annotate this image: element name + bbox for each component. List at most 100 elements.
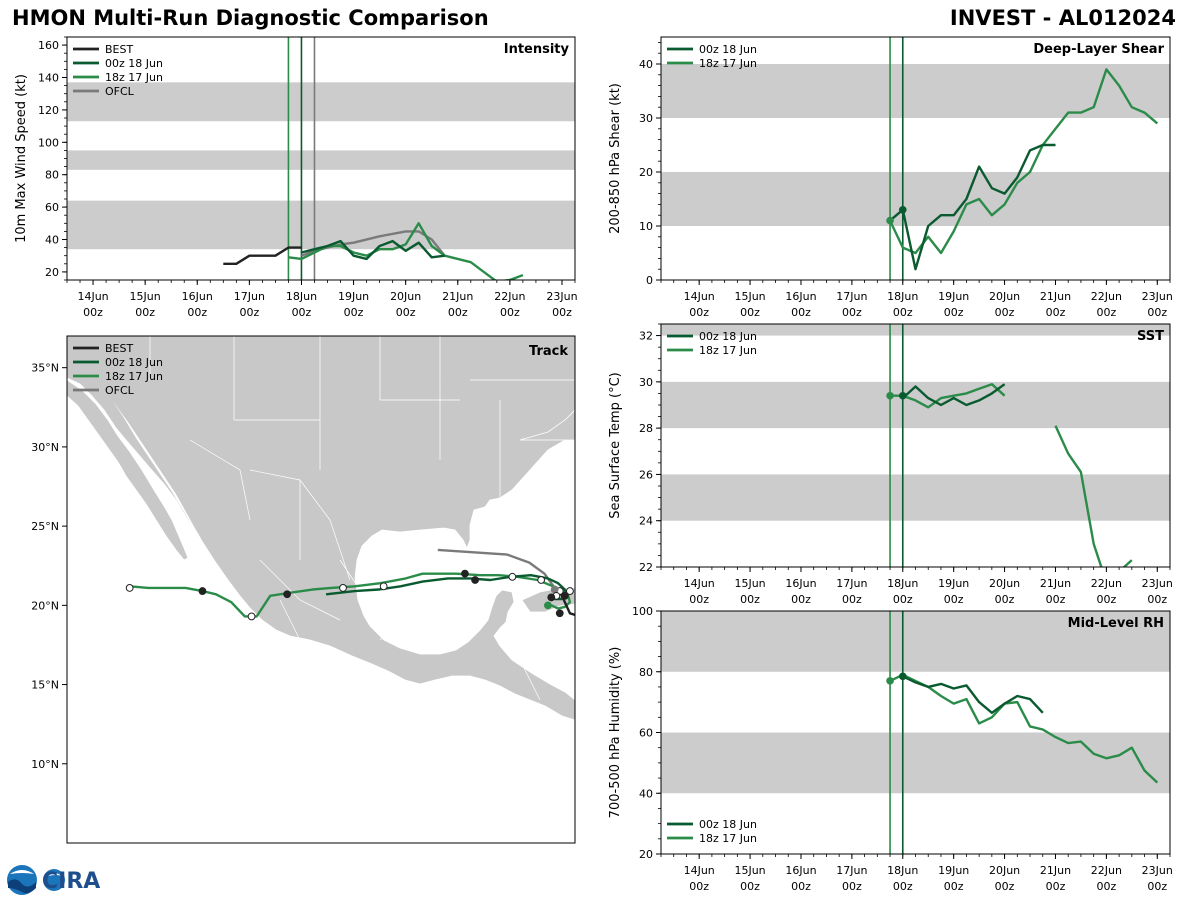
sst-xtick-hour: 00z xyxy=(893,593,913,606)
track-point-3 xyxy=(283,590,292,599)
shear-xtick-hour: 00z xyxy=(893,306,913,319)
track-point-8 xyxy=(508,572,517,581)
sst-xtick-hour: 00z xyxy=(791,593,811,606)
rh-xtick-day: 17Jun xyxy=(836,864,867,877)
intensity-ytick-label: 80 xyxy=(45,169,59,182)
intensity-legend-label: 18z 17 Jun xyxy=(105,71,163,84)
shear-xtick-day: 18Jun xyxy=(887,290,918,303)
sst-ytick-label: 30 xyxy=(639,376,653,389)
intensity-band-0 xyxy=(67,200,575,250)
intensity-bands xyxy=(67,82,575,250)
intensity-xtick-hour: 00z xyxy=(500,306,520,319)
rh-band-0 xyxy=(661,732,1170,794)
shear-xtick-day: 22Jun xyxy=(1091,290,1122,303)
track-point-6 xyxy=(461,569,469,578)
sst-xtick-hour: 00z xyxy=(995,593,1015,606)
rh-xtick-hour: 00z xyxy=(1147,880,1167,893)
intensity-xtick-day: 15Jun xyxy=(130,290,161,303)
rh-ytick-label: 80 xyxy=(639,666,653,679)
shear-xtick-day: 17Jun xyxy=(836,290,867,303)
intensity-panel: 20 40 60 80 100 120 140 160 14Jun 00z 15Jun 00z 16Ju… xyxy=(14,36,578,319)
sst-plot-area xyxy=(661,324,1170,567)
sst-legend-label: 00z 18 Jun xyxy=(699,330,757,343)
rh-panel: 20 40 60 80 100 14Jun 00z 15Jun 00z 16Jun 00z 17Jun… xyxy=(608,605,1173,893)
sst-xtick-day: 19Jun xyxy=(938,577,969,590)
track-title: Track xyxy=(529,344,568,359)
track-ytick-label: 35°N xyxy=(31,362,59,375)
land-north-america xyxy=(67,336,575,721)
rh-xtick-day: 23Jun xyxy=(1142,864,1173,877)
track-point-15 xyxy=(544,601,552,610)
sst-xtick-hour: 00z xyxy=(842,593,862,606)
sst-series-line-1 xyxy=(1054,425,1133,567)
rh-ylabel: 700-500 hPa Humidity (%) xyxy=(608,647,623,819)
cira-logo: CIRA xyxy=(7,865,100,895)
shear-xtick-hour: 00z xyxy=(944,306,964,319)
intensity-xtick-day: 14Jun xyxy=(77,290,108,303)
track-ytick-label: 30°N xyxy=(31,441,59,454)
sst-ytick-label: 32 xyxy=(639,330,653,343)
sst-series-line-2 xyxy=(901,383,1006,407)
track-ytick-label: 25°N xyxy=(31,520,59,533)
intensity-xtick-hour: 00z xyxy=(448,306,468,319)
track-point-14 xyxy=(547,593,556,602)
intensity-ytick-label: 140 xyxy=(38,72,59,85)
sst-band-1 xyxy=(661,381,1170,429)
track-legend-label: 18z 17 Jun xyxy=(105,370,163,383)
shear-xtick-hour: 00z xyxy=(740,306,760,319)
track-legend-label: OFCL xyxy=(105,384,135,397)
intensity-xtick-day: 21Jun xyxy=(442,290,473,303)
shear-xtick-day: 16Jun xyxy=(785,290,816,303)
intensity-xtick-day: 18Jun xyxy=(286,290,317,303)
shear-legend-label: 00z 18 Jun xyxy=(699,43,757,56)
intensity-band-1 xyxy=(67,150,575,170)
track-point-17 xyxy=(555,609,564,618)
track-map-land xyxy=(67,336,575,721)
rh-xtick-hour: 00z xyxy=(1046,880,1066,893)
shear-series xyxy=(888,68,1159,271)
rh-xtick-hour: 00z xyxy=(740,880,760,893)
rh-band-1 xyxy=(661,611,1170,672)
intensity-xtick-day: 20Jun xyxy=(390,290,421,303)
intensity-xtick-hour: 00z xyxy=(396,306,416,319)
intensity-xtick-hour: 00z xyxy=(344,306,364,319)
sst-xtick-hour: 00z xyxy=(1046,593,1066,606)
sst-xtick-day: 22Jun xyxy=(1091,577,1122,590)
intensity-series xyxy=(223,222,524,280)
track-point-16 xyxy=(566,587,574,595)
intensity-xtick-hour: 00z xyxy=(239,306,259,319)
track-point-7 xyxy=(471,576,479,584)
rh-xtick-hour: 00z xyxy=(944,880,964,893)
sst-xtick-hour: 00z xyxy=(1147,593,1167,606)
shear-xtick-hour: 00z xyxy=(995,306,1015,319)
shear-ytick-label: 0 xyxy=(646,274,653,287)
intensity-xtick-day: 19Jun xyxy=(338,290,369,303)
shear-series-line-0 xyxy=(888,68,1159,255)
shear-xtick-day: 19Jun xyxy=(938,290,969,303)
intensity-xtick-day: 22Jun xyxy=(494,290,525,303)
track-point-2 xyxy=(247,612,256,621)
track-point-19 xyxy=(639,637,646,644)
rh-init-marker-0 xyxy=(886,677,894,685)
rh-ytick-label: 60 xyxy=(639,727,653,740)
sst-xtick-day: 17Jun xyxy=(836,577,867,590)
rh-xtick-day: 21Jun xyxy=(1040,864,1071,877)
intensity-ytick-label: 120 xyxy=(38,104,59,117)
sst-ylabel: Sea Surface Temp (°C) xyxy=(608,372,623,519)
track-ytick-label: 20°N xyxy=(31,599,59,612)
rh-series-line-0 xyxy=(889,673,1159,784)
rh-ytick-label: 20 xyxy=(639,848,653,861)
track-legend-label: BEST xyxy=(105,342,133,355)
intensity-xtick-hour: 00z xyxy=(83,306,103,319)
track-legend-label: 00z 18 Jun xyxy=(105,356,163,369)
track-point-11 xyxy=(550,585,559,594)
sst-xtick-day: 16Jun xyxy=(785,577,816,590)
track-point-9 xyxy=(537,576,546,584)
rh-bands xyxy=(661,611,1170,794)
intensity-xtick-hour: 00z xyxy=(552,306,572,319)
intensity-ytick-label: 40 xyxy=(45,234,59,247)
rh-xtick-day: 18Jun xyxy=(887,864,918,877)
track-point-1 xyxy=(198,587,207,595)
